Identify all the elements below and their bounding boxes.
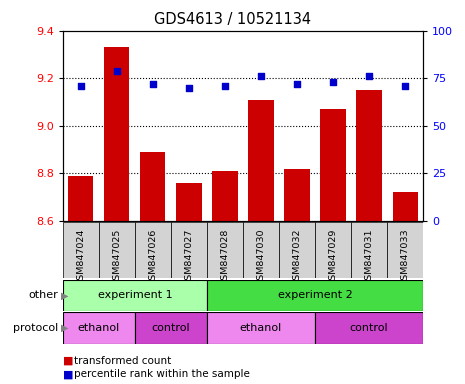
Point (365, 73, 373, 79)
Bar (176, 183, 201, 221)
Bar (357, 90, 382, 221)
Point (149, 81, 157, 87)
Bar (99, 222, 135, 278)
Text: GSM847031: GSM847031 (365, 228, 373, 286)
Text: GSM847030: GSM847030 (257, 228, 266, 286)
Bar (135, 222, 171, 278)
Text: experiment 2: experiment 2 (278, 290, 352, 300)
Point (221, 83, 229, 89)
Point (257, 73, 265, 79)
Text: GSM847033: GSM847033 (401, 228, 410, 286)
Text: ■: ■ (63, 369, 73, 379)
Text: control: control (152, 323, 190, 333)
Bar (207, 280, 423, 311)
Text: GDS4613 / 10521134: GDS4613 / 10521134 (154, 12, 311, 26)
Bar (392, 192, 418, 221)
Text: other: other (28, 290, 58, 300)
Bar (171, 222, 207, 278)
Bar (351, 222, 387, 278)
Text: percentile rank within the sample: percentile rank within the sample (74, 369, 250, 379)
Point (401, 83, 409, 89)
Point (329, 79, 337, 85)
Text: ethanol: ethanol (78, 323, 120, 333)
Text: ■: ■ (63, 356, 73, 366)
Text: control: control (350, 323, 388, 333)
Text: ▶: ▶ (61, 290, 69, 300)
Text: GSM847024: GSM847024 (76, 228, 85, 286)
Bar (68, 175, 93, 221)
Bar (285, 169, 310, 221)
Text: GSM847027: GSM847027 (185, 228, 193, 286)
Bar (104, 47, 129, 221)
Bar (320, 109, 345, 221)
Text: GSM847029: GSM847029 (329, 228, 338, 286)
Bar (315, 312, 423, 344)
Text: GSM847032: GSM847032 (292, 228, 301, 286)
Text: GSM847025: GSM847025 (113, 228, 121, 286)
Text: experiment 1: experiment 1 (98, 290, 172, 300)
Bar (315, 222, 351, 278)
Bar (63, 280, 207, 311)
Text: transformed count: transformed count (74, 356, 172, 366)
Point (77, 83, 85, 89)
Bar (63, 222, 99, 278)
Text: GSM847028: GSM847028 (220, 228, 229, 286)
Text: GSM847026: GSM847026 (148, 228, 157, 286)
Bar (279, 222, 315, 278)
Bar (243, 222, 279, 278)
Bar (140, 152, 166, 221)
Bar (207, 312, 315, 344)
Text: ▶: ▶ (61, 323, 69, 333)
Point (185, 85, 193, 91)
Point (293, 81, 301, 87)
Text: ethanol: ethanol (240, 323, 282, 333)
Bar (213, 171, 238, 221)
Text: protocol: protocol (13, 323, 58, 333)
Bar (135, 312, 207, 344)
Point (113, 68, 120, 74)
Bar (387, 222, 423, 278)
Bar (207, 222, 243, 278)
Bar (248, 99, 273, 221)
Bar (63, 312, 135, 344)
